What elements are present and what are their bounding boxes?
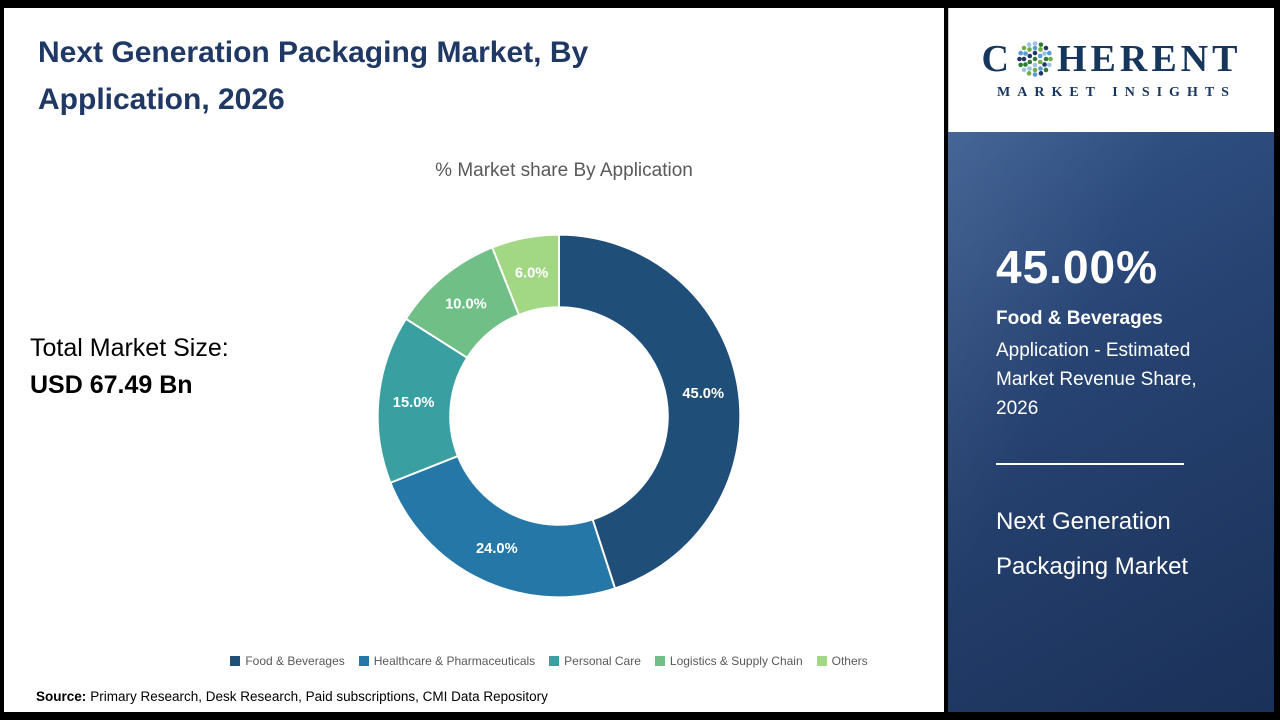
slice-label-3: 10.0% [445, 296, 487, 312]
total-market-value: USD 67.49 Bn [30, 371, 193, 399]
legend-label: Personal Care [564, 654, 641, 668]
highlight-panel: 45.00% Food & Beverages Application - Es… [948, 132, 1274, 712]
legend-swatch-icon [230, 656, 241, 666]
page-title: Next Generation Packaging Market, By App… [38, 36, 589, 116]
market-name: Next Generation Packaging Market [996, 508, 1189, 580]
divider [996, 463, 1184, 465]
main-chart-area: Next Generation Packaging Market, By App… [4, 8, 944, 712]
coherent-logo-subtitle: MARKET INSIGHTS [997, 85, 1236, 100]
legend-swatch-icon [358, 656, 369, 666]
source-line: Source: Primary Research, Desk Research, … [36, 689, 548, 704]
slice-label-1: 24.0% [476, 541, 518, 557]
chart-legend: Food & Beverages Healthcare & Pharmaceuti… [154, 654, 944, 668]
source-text: Primary Research, Desk Research, Paid su… [90, 689, 548, 704]
coherent-logo-wordmark: C HERENT [982, 39, 1242, 79]
donut-slice-4 [490, 233, 560, 317]
total-market-label: Total Market Size: [30, 334, 229, 362]
legend-item-0: Food & Beverages [230, 654, 345, 668]
slice-label-0: 45.0% [682, 386, 724, 402]
stat-description: Application - Estimated Market Revenue S… [996, 340, 1197, 419]
coherent-logo: C HERENT MARKET INSIGHTS [948, 8, 1274, 132]
logo-letter-c: C [981, 38, 1013, 80]
coherent-logo-globe-icon [1015, 39, 1055, 79]
slice-label-2: 15.0% [393, 395, 435, 411]
donut-chart-svg: 45.0% 24.0% 15.0% 10.0% 6.0% [376, 233, 742, 599]
source-label: Source: [36, 689, 87, 704]
legend-swatch-icon [816, 656, 827, 666]
legend-item-4: Others [816, 654, 868, 668]
donut-slice-1 [389, 454, 617, 599]
legend-swatch-icon [654, 656, 665, 666]
stat-title: Food & Beverages [996, 308, 1163, 329]
slice-label-4: 6.0% [515, 265, 548, 281]
chart-title: % Market share By Application [435, 160, 693, 181]
donut-slice-0 [558, 233, 742, 590]
logo-word-rest: HERENT [1056, 38, 1242, 80]
legend-swatch-icon [549, 656, 560, 666]
legend-item-2: Personal Care [549, 654, 641, 668]
legend-label: Others [831, 654, 868, 668]
legend-label: Food & Beverages [245, 654, 345, 668]
sidebar: C HERENT MARKET INSIGHTS 45.00% Food & B… [948, 8, 1274, 712]
total-market-block: Total Market Size: USD 67.49 Bn [30, 334, 229, 400]
legend-item-3: Logistics & Supply Chain [654, 654, 803, 668]
legend-label: Logistics & Supply Chain [669, 654, 803, 668]
legend-label: Healthcare & Pharmaceuticals [373, 654, 536, 668]
donut-chart: 45.0% 24.0% 15.0% 10.0% 6.0% [363, 220, 755, 612]
legend-item-1: Healthcare & Pharmaceuticals [358, 654, 536, 668]
stat-value: 45.00% [996, 241, 1159, 293]
